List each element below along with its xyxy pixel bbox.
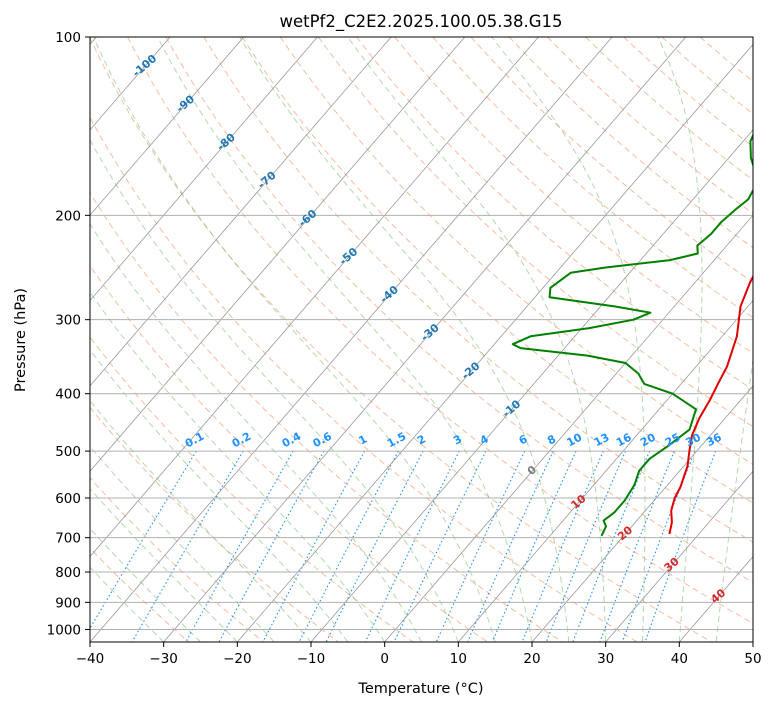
moist-adiabat — [90, 445, 275, 642]
mixing-ratio-line — [325, 450, 424, 642]
y-tick-label: 500 — [55, 444, 81, 460]
isotherm-line — [90, 37, 539, 558]
dry-adiabat — [165, 37, 753, 583]
moist-adiabat — [157, 37, 533, 642]
moist-adiabat — [90, 399, 312, 642]
mixing-ratio-line — [393, 450, 487, 642]
moist-adiabat — [90, 138, 459, 642]
isotherm-line — [90, 37, 392, 387]
dry-adiabat — [432, 37, 753, 319]
isotherm-line — [237, 43, 753, 642]
x-tick-label: 50 — [744, 651, 761, 667]
dry-adiabat — [241, 37, 753, 504]
dry-adiabat — [90, 191, 563, 642]
moist-adiabat — [491, 37, 646, 642]
mixing-ratio-label: 13 — [592, 431, 612, 450]
dry-adiabat — [127, 37, 753, 624]
x-tick-label: 10 — [450, 651, 467, 667]
isotherm-line — [384, 214, 753, 642]
y-tick-label: 900 — [55, 595, 81, 611]
profile-series — [511, 133, 753, 537]
isotherm-line — [90, 37, 318, 302]
x-tick-label: −20 — [223, 651, 252, 667]
moist-adiabat — [90, 349, 349, 642]
mixing-ratio-line — [364, 450, 460, 642]
mixing-ratio-line — [435, 450, 526, 642]
x-axis: −40 −30 −20 −10 0 10 20 30 40 50 — [76, 642, 762, 667]
plot-frame — [89, 36, 754, 643]
mixing-ratio-line — [298, 450, 399, 642]
isotherm-line — [90, 37, 613, 642]
mixing-ratio-line — [262, 450, 366, 642]
mixing-ratio-label: 16 — [614, 431, 634, 450]
moist-adiabat — [90, 291, 386, 642]
mixing-ratio-line — [545, 450, 627, 642]
x-tick-label: 0 — [380, 651, 389, 667]
isotherm-line — [531, 385, 753, 642]
mixing-ratio-label: 30 — [683, 431, 703, 450]
y-tick-label: 200 — [55, 208, 81, 224]
y-tick-label: 700 — [55, 531, 81, 547]
mixing-ratio-label: 25 — [663, 431, 683, 450]
moist-adiabat — [92, 37, 496, 642]
dry-adiabat — [90, 116, 638, 642]
moist-adiabat — [90, 223, 422, 642]
moist-adiabat — [715, 357, 753, 642]
mixing-ratio-label: 36 — [704, 430, 724, 449]
background-lines — [90, 37, 753, 642]
y-tick-label: 1000 — [47, 622, 81, 638]
x-axis-label: Temperature (°C) — [357, 681, 483, 697]
isotherm-line — [458, 299, 753, 642]
dry-adiabat — [90, 477, 264, 642]
dry-adiabat — [90, 264, 488, 642]
y-tick-label: 400 — [55, 387, 81, 403]
dry-adiabat — [394, 37, 753, 354]
y-axis-label: Pressure (hPa) — [13, 288, 29, 392]
isotherm-line — [163, 37, 687, 642]
isotherm-line — [605, 470, 753, 642]
moist-adiabat — [239, 37, 570, 642]
x-tick-label: 40 — [671, 651, 688, 667]
mixing-ratio-label: 10 — [565, 431, 585, 450]
mixing-ratio-line — [218, 450, 325, 642]
temperature-profile-line — [668, 274, 753, 535]
isotherm-line — [90, 37, 466, 472]
mixing-ratio-line — [185, 450, 294, 642]
dewpoint-profile-line — [511, 133, 753, 537]
mixing-ratio-line — [621, 450, 696, 642]
moist-adiabat — [347, 37, 607, 642]
pressure-gridlines — [90, 37, 753, 630]
isotherm-line — [90, 37, 245, 216]
x-tick-label: 30 — [597, 651, 614, 667]
isotherm-line — [310, 129, 753, 642]
dry-adiabat — [90, 37, 712, 642]
chart-title: wetPf2_C2E2.2025.100.05.38.G15 — [279, 12, 562, 32]
x-tick-label: −10 — [297, 651, 326, 667]
x-tick-label: −30 — [149, 651, 178, 667]
x-tick-label: −40 — [76, 651, 105, 667]
y-tick-label: 100 — [55, 30, 81, 46]
x-tick-label: 20 — [523, 651, 540, 667]
y-tick-label: 600 — [55, 491, 81, 507]
y-axis: 100 200 300 400 500 600 700 800 900 1000 — [47, 30, 90, 638]
y-tick-label: 800 — [55, 565, 81, 581]
mixing-ratio-label: 20 — [638, 431, 658, 450]
mixing-ratio-line — [572, 450, 651, 642]
mixing-ratio-line — [599, 450, 675, 642]
moist-adiabat — [657, 37, 703, 642]
dry-adiabat — [279, 37, 753, 466]
y-tick-label: 300 — [55, 313, 81, 329]
